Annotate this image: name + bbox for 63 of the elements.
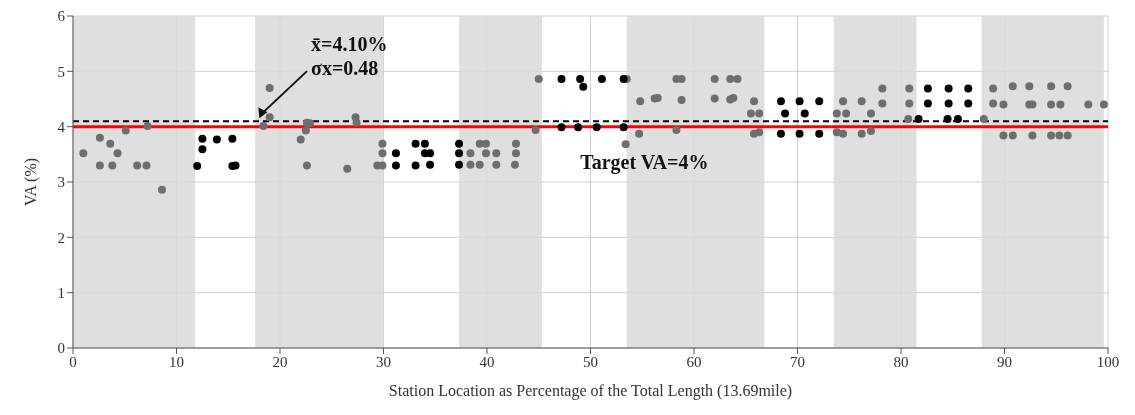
point (426, 160, 435, 169)
annotation: σx=0.48 (311, 57, 379, 80)
point (619, 123, 628, 132)
y-tick-label: 0 (57, 340, 65, 357)
point (574, 123, 583, 132)
x-tick-label: 40 (479, 353, 495, 370)
x-tick-label: 30 (376, 353, 391, 370)
point (426, 149, 435, 158)
x-tick-label: 50 (583, 353, 598, 370)
point (455, 139, 464, 148)
point (815, 129, 824, 138)
x-tick-label: 90 (997, 353, 1012, 370)
point (579, 82, 588, 91)
point (228, 134, 237, 143)
point (597, 75, 606, 84)
point (776, 97, 785, 106)
y-tick-label: 3 (57, 174, 65, 191)
ref-line-label: Target VA=4% (580, 150, 709, 174)
y-tick-label: 1 (57, 284, 65, 301)
point (193, 161, 202, 170)
point (964, 99, 973, 108)
point (781, 109, 790, 118)
point (455, 160, 464, 169)
point (800, 109, 809, 118)
point (776, 129, 785, 138)
point (198, 145, 207, 154)
x-tick-label: 80 (893, 353, 909, 370)
x-tick-label: 20 (272, 353, 288, 370)
y-axis-title: VA (%) (21, 157, 40, 207)
y-tick-label: 4 (57, 118, 66, 135)
x-tick-label: 70 (790, 353, 805, 370)
point (944, 99, 953, 108)
point (391, 149, 400, 158)
point (964, 84, 973, 93)
ref-line-label: x̄=4.10% (311, 33, 388, 56)
point (420, 139, 429, 148)
y-tick-label: 5 (57, 63, 65, 80)
x-axis-title: Station Location as Percentage of the Total Length (13.69mile) (388, 382, 793, 400)
point (592, 123, 601, 132)
point (795, 97, 804, 106)
point (391, 161, 400, 170)
point (198, 134, 207, 143)
y-tick-label: 2 (57, 229, 65, 246)
point (411, 161, 420, 170)
x-tick-label: 10 (169, 353, 184, 370)
point (576, 75, 585, 84)
point (914, 114, 923, 123)
point (411, 139, 420, 148)
point (943, 114, 952, 123)
x-tick-label: 0 (69, 353, 77, 370)
point (795, 129, 804, 138)
point (212, 135, 221, 144)
point (557, 123, 566, 132)
x-tick-label: 100 (1096, 353, 1120, 370)
point (944, 84, 953, 93)
point (953, 114, 962, 123)
point (557, 75, 566, 84)
y-tick-label: 6 (57, 8, 66, 25)
point (923, 84, 932, 93)
point (923, 99, 932, 108)
point (815, 97, 824, 106)
x-tick-label: 60 (686, 353, 702, 370)
point (455, 149, 464, 158)
